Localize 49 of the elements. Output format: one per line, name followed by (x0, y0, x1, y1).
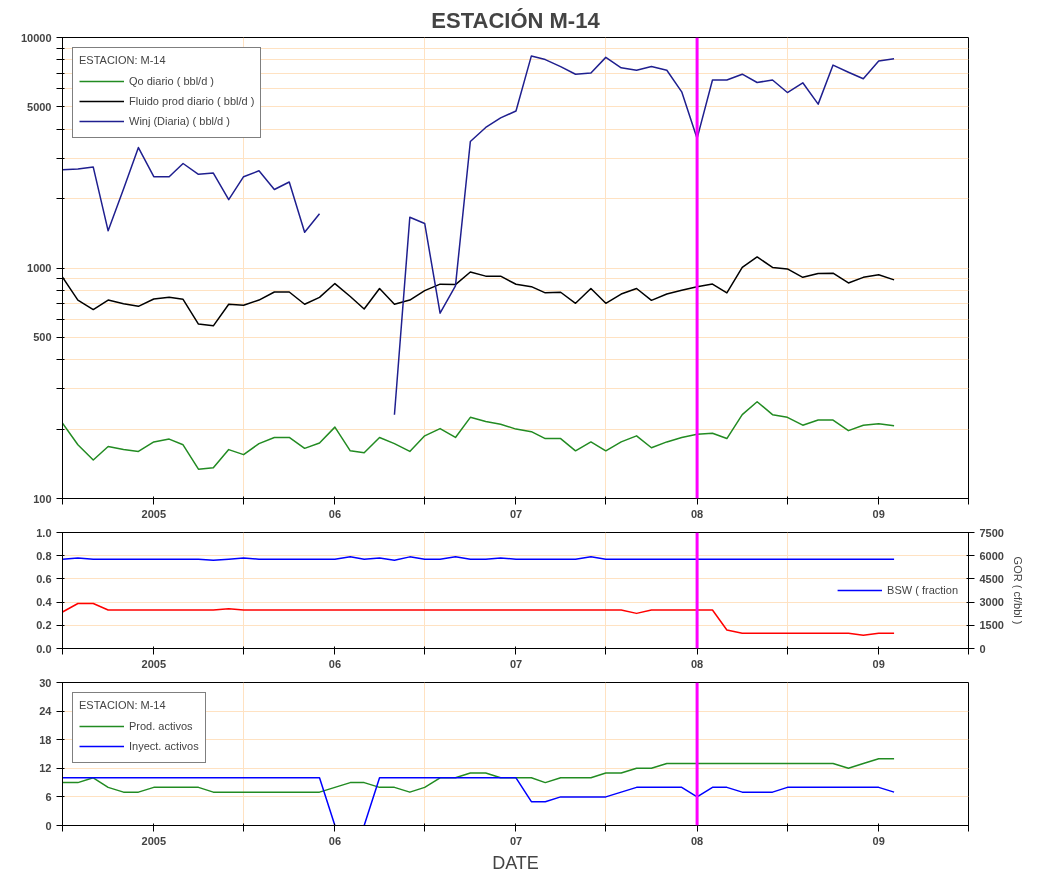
y-tick-label: 0.0 (36, 642, 52, 655)
x-tick-label: 08 (690, 657, 704, 670)
y-tick-label: 1.0 (36, 526, 52, 539)
legend-label: BSW ( fraction (887, 584, 958, 596)
legend-label: Inyect. activos (129, 740, 199, 752)
y-tick-label: 5000 (27, 100, 52, 113)
x-tick-label: 2005 (141, 834, 167, 847)
y-tick-label: 18 (39, 733, 52, 746)
y-tick-label: 0.8 (36, 549, 52, 562)
y2-tick-label: 1500 (979, 619, 1004, 632)
y-tick-label: 0.4 (36, 596, 53, 609)
y2-tick-label: 7500 (979, 526, 1004, 539)
x-tick-label: 09 (872, 657, 885, 670)
y-tick-label: 0.2 (36, 619, 52, 632)
x-axis-title: DATE (492, 852, 539, 873)
y2-tick-label: 4500 (979, 572, 1004, 585)
x-tick-label: 07 (509, 657, 523, 670)
y-tick-label: 30 (39, 676, 52, 689)
legend-title: ESTACION: M-14 (79, 699, 167, 711)
y-tick-label: 0 (45, 819, 52, 832)
y-tick-label: 500 (33, 331, 52, 344)
x-tick-label: 06 (328, 657, 342, 670)
y-tick-label: 24 (39, 705, 53, 718)
x-tick-label: 09 (872, 507, 885, 520)
x-tick-label: 2005 (141, 657, 167, 670)
y-tick-label: 6 (45, 790, 52, 803)
legend-label: Prod. activos (129, 720, 193, 732)
legend-label: Qo diario ( bbl/d ) (129, 75, 214, 87)
legend-label: Winj (Diaria) ( bbl/d ) (129, 115, 230, 127)
x-tick-label: 09 (872, 834, 885, 847)
x-tick-label: 07 (509, 507, 523, 520)
legend-label: Fluido prod diario ( bbl/d ) (129, 95, 255, 107)
x-tick-label: 06 (328, 834, 342, 847)
x-tick-label: 08 (690, 507, 704, 520)
x-tick-label: 07 (509, 834, 523, 847)
x-tick-label: 08 (690, 834, 704, 847)
x-tick-label: 2005 (141, 507, 167, 520)
y-tick-label: 12 (39, 762, 52, 775)
y2-tick-label: 0 (979, 642, 986, 655)
y-tick-label: 100 (33, 492, 52, 505)
y2-tick-label: 6000 (979, 549, 1004, 562)
y2-axis-title: GOR ( cf/bbl ) (1011, 556, 1024, 625)
y-tick-label: 10000 (20, 31, 52, 44)
y-tick-label: 1000 (27, 262, 52, 274)
y-tick-label: 0.6 (36, 572, 52, 585)
legend-title: ESTACION: M-14 (79, 54, 167, 66)
chart-title: ESTACIÓN M-14 (431, 7, 601, 33)
y2-tick-label: 3000 (979, 596, 1004, 609)
x-tick-label: 06 (328, 507, 342, 520)
